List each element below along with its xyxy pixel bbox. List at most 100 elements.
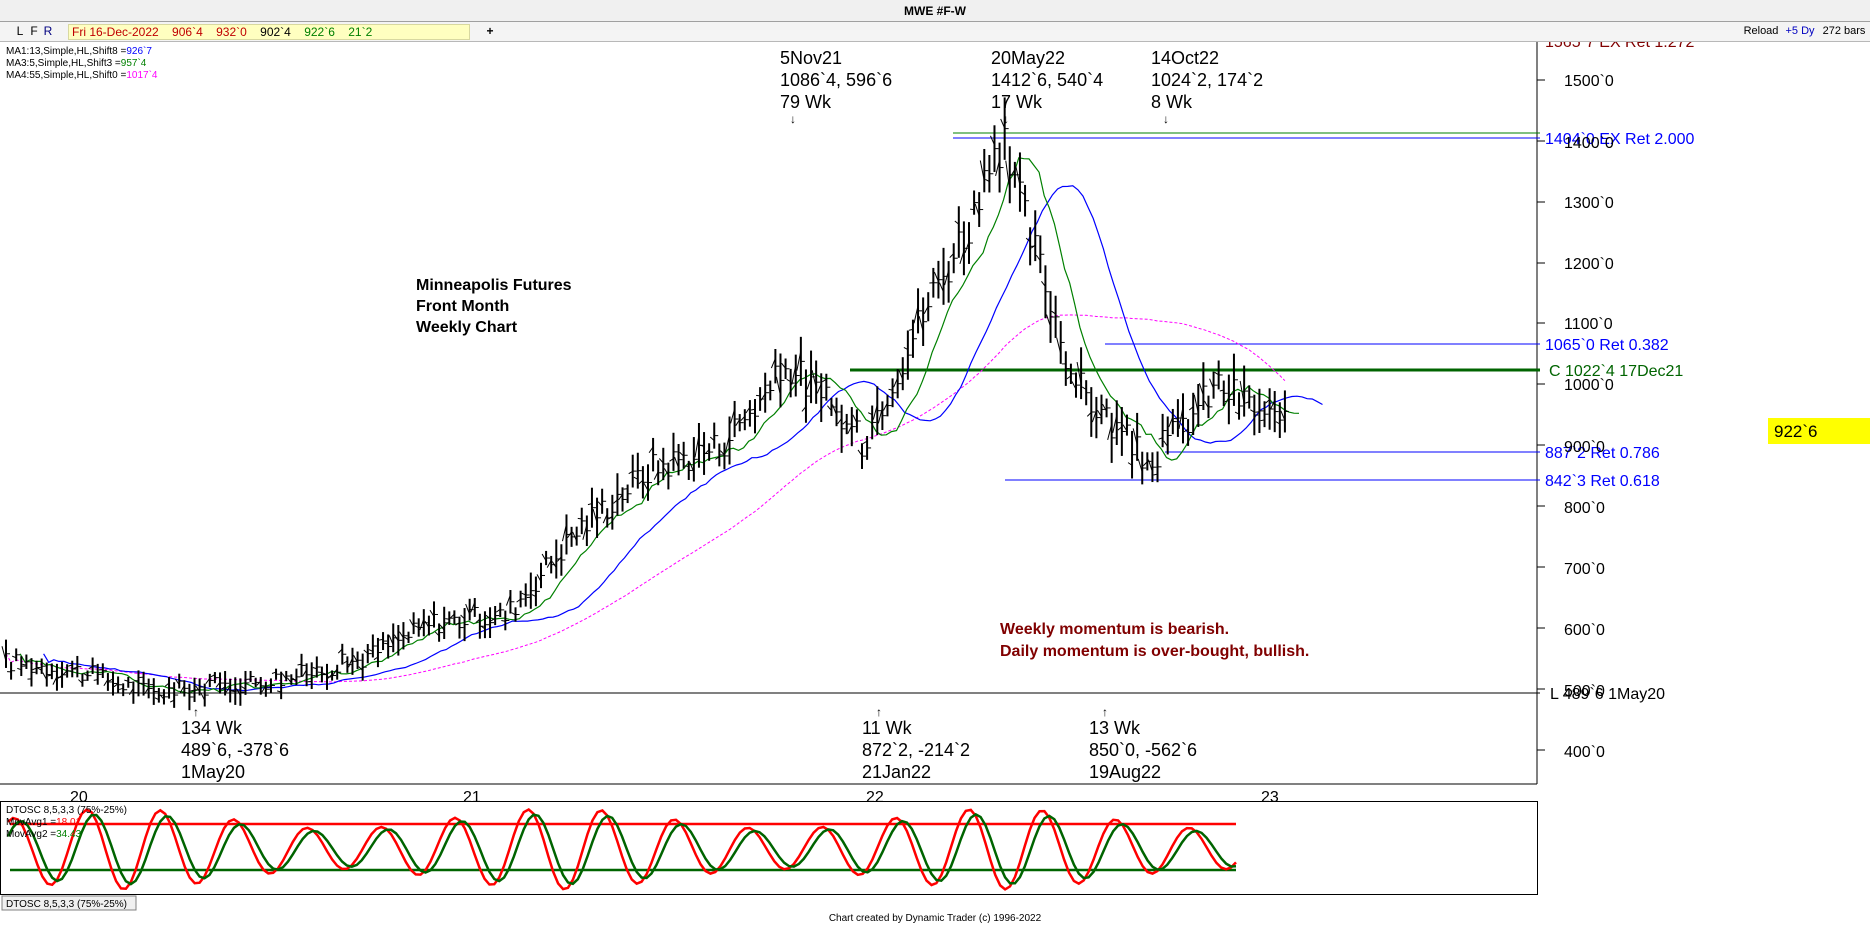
price-tick: 1400`0 bbox=[1564, 135, 1614, 152]
chart-note: Minneapolis Futures Front Month Weekly C… bbox=[416, 277, 572, 336]
price-tick: 1100`0 bbox=[1564, 316, 1613, 333]
price-bar bbox=[235, 678, 245, 706]
price-bar bbox=[480, 611, 489, 639]
level-label-ex2: 1404`0 EX Ret 2.000 bbox=[1545, 131, 1695, 148]
price-bar bbox=[1219, 380, 1228, 407]
change-readout: 21`2 bbox=[348, 25, 373, 39]
level-label-r618: 842`3 Ret 0.618 bbox=[1545, 473, 1660, 490]
osc-tab[interactable] bbox=[1, 895, 137, 911]
price-bar bbox=[1, 639, 10, 668]
price-bar bbox=[531, 576, 540, 607]
price-bar bbox=[898, 357, 907, 391]
osc-title: DTOSC 8,5,3,3 (75%-25%) bbox=[6, 805, 127, 816]
price-bar bbox=[169, 682, 179, 708]
price-bar bbox=[1015, 152, 1024, 212]
price-bar bbox=[618, 487, 627, 512]
price-bar bbox=[1046, 291, 1055, 343]
high-readout: 932`0 bbox=[216, 25, 247, 39]
price-bar bbox=[68, 660, 77, 678]
price-bar bbox=[974, 192, 984, 227]
price-bar bbox=[62, 664, 72, 678]
title-bar: MWE #F-W bbox=[0, 0, 1870, 22]
reload-button[interactable]: Reload bbox=[1743, 25, 1779, 37]
price-bar bbox=[17, 656, 26, 677]
price-bar bbox=[877, 401, 887, 431]
price-bar bbox=[1137, 451, 1147, 485]
days-button[interactable]: +5 Dy bbox=[1785, 25, 1815, 37]
price-bar bbox=[511, 607, 520, 622]
pivot-bottom-1-date: 1May20 bbox=[181, 762, 245, 782]
date-readout: Fri 16-Dec-2022 bbox=[72, 25, 159, 39]
price-tick: 1500`0 bbox=[1564, 73, 1614, 90]
price-bar bbox=[108, 671, 117, 696]
price-bar bbox=[1020, 184, 1030, 217]
price-bar bbox=[1056, 321, 1065, 364]
price-bar bbox=[195, 678, 204, 696]
price-bar bbox=[872, 386, 882, 436]
chart-note-line1: Minneapolis Futures bbox=[416, 277, 572, 294]
time-label: 20 bbox=[70, 789, 88, 806]
price-bar bbox=[93, 663, 102, 685]
price-bar bbox=[781, 358, 790, 380]
price-tick: 800`0 bbox=[1564, 500, 1605, 517]
price-bar bbox=[822, 373, 831, 401]
level-lines bbox=[0, 132, 1540, 694]
price-bar bbox=[577, 507, 586, 535]
pivot-bottom-2-weeks: 11 Wk bbox=[862, 718, 913, 738]
price-bar bbox=[1193, 383, 1203, 428]
price-bar bbox=[628, 454, 637, 488]
price-bar bbox=[42, 662, 51, 687]
level-label-top-cut: 1565`7 EX Ret 1.272 bbox=[1545, 42, 1695, 51]
price-bar bbox=[832, 397, 841, 427]
price-bar bbox=[959, 221, 968, 276]
pivot-bottom-3-weeks: 13 Wk bbox=[1089, 718, 1141, 738]
price-bar bbox=[450, 610, 459, 625]
price-bar bbox=[495, 602, 505, 618]
price-tick: 700`0 bbox=[1564, 561, 1605, 578]
price-bar bbox=[658, 447, 668, 481]
price-bar bbox=[1071, 372, 1080, 398]
price-bar bbox=[775, 353, 785, 408]
price-bar bbox=[1204, 395, 1213, 419]
add-button[interactable]: + bbox=[486, 24, 494, 38]
pivot-bottom-3-values: 850`0, -562`6 bbox=[1089, 740, 1197, 760]
price-bar bbox=[1178, 393, 1187, 444]
chart-note-line2: Front Month bbox=[416, 298, 509, 315]
price-bar bbox=[1209, 371, 1218, 399]
oscillator-lines bbox=[6, 807, 1237, 891]
pivot-bottom-3-date: 19Aug22 bbox=[1089, 762, 1161, 782]
price-bar bbox=[893, 369, 902, 399]
bar-count: 272 bars bbox=[1822, 25, 1866, 37]
price-bar bbox=[786, 368, 795, 398]
price-bar bbox=[1260, 401, 1269, 428]
level-label-r382: 1065`0 Ret 0.382 bbox=[1545, 337, 1669, 354]
time-axis: 20 21 22 23 bbox=[70, 789, 1279, 806]
price-chart[interactable]: MA1:13,Simple,HL,Shift8 =926`7 MA3:5,Sim… bbox=[0, 42, 1870, 912]
ma3-line bbox=[19, 157, 1300, 694]
price-bar bbox=[908, 319, 917, 358]
price-bar bbox=[979, 148, 989, 193]
price-bar bbox=[857, 443, 866, 469]
osc-mov1: MovAvg1 =18.01 bbox=[6, 817, 82, 828]
price-bar bbox=[266, 678, 275, 693]
price-bar bbox=[1255, 388, 1264, 433]
price-bar bbox=[1245, 385, 1254, 409]
l-button[interactable]: L bbox=[16, 24, 24, 38]
price-bar bbox=[913, 288, 923, 334]
price-bar bbox=[1168, 408, 1177, 435]
price-bar bbox=[709, 422, 719, 449]
price-bar bbox=[852, 409, 861, 433]
f-button[interactable]: F bbox=[30, 24, 38, 38]
price-bar bbox=[205, 673, 214, 688]
window-title: MWE #F-W bbox=[904, 4, 966, 18]
price-bar bbox=[521, 583, 530, 607]
price-bar bbox=[393, 625, 403, 656]
price-bar bbox=[949, 243, 958, 274]
price-bar bbox=[633, 452, 642, 489]
price-bar bbox=[373, 637, 382, 668]
r-button[interactable]: R bbox=[43, 24, 53, 38]
price-bar bbox=[363, 643, 372, 664]
price-bar bbox=[368, 634, 377, 658]
price-bar bbox=[119, 683, 128, 697]
price-bar bbox=[1112, 400, 1121, 445]
